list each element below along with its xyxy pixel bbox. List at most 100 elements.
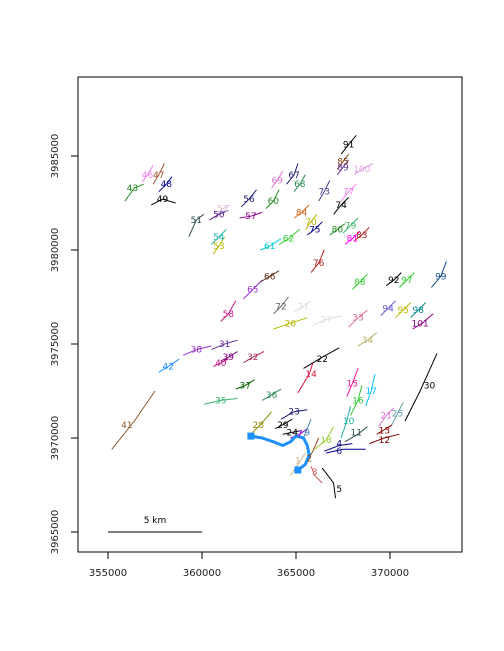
segment-label-79: 79 — [345, 222, 357, 232]
segment-label-32: 32 — [247, 353, 258, 363]
segment-label-73: 73 — [318, 188, 329, 198]
stream-segment-28 — [250, 411, 272, 435]
segment-label-18: 18 — [320, 436, 332, 446]
stream-segment-66 — [260, 270, 280, 283]
segment-label-74: 74 — [335, 201, 347, 211]
route-end-marker — [294, 466, 302, 474]
segment-label-61: 61 — [264, 242, 275, 252]
stream-segment-94 — [380, 300, 396, 317]
stream-segment-33 — [348, 309, 368, 328]
stream-segment-54 — [211, 228, 227, 245]
x-tick-label: 360000 — [183, 568, 221, 579]
segment-label-71: 71 — [298, 302, 309, 312]
segment-label-24: 24 — [286, 428, 298, 438]
segment-label-13: 13 — [379, 427, 390, 437]
stream-segment-9 — [303, 419, 312, 439]
stream-segment-18 — [314, 426, 335, 450]
segment-label-62: 62 — [283, 235, 294, 245]
x-axis: 355000 360000 365000 370000 — [89, 551, 409, 579]
segment-label-12: 12 — [379, 436, 390, 446]
segment-label-101: 101 — [412, 319, 429, 329]
stream-segment-57 — [239, 211, 263, 219]
stream-segment-79 — [342, 217, 359, 234]
stream-segment-75 — [306, 221, 323, 236]
segment-label-29: 29 — [277, 421, 289, 431]
stream-segment-29 — [275, 418, 293, 430]
segment-label-30: 30 — [424, 381, 436, 391]
segment-label-89: 89 — [337, 163, 349, 173]
segment-label-27: 27 — [320, 316, 331, 326]
stream-segment-92 — [385, 272, 402, 287]
segment-label-49: 49 — [157, 195, 169, 205]
y-tick-label: 3985000 — [50, 134, 61, 179]
segment-label-16: 16 — [352, 396, 364, 406]
stream-segment-49 — [150, 198, 176, 206]
segment-label-2: 2 — [306, 455, 312, 465]
stream-segment-35 — [203, 398, 238, 405]
y-tick-label: 3975000 — [50, 322, 61, 367]
segment-label-48: 48 — [161, 180, 173, 190]
stream-segment-62 — [278, 228, 301, 245]
stream-segment-76 — [310, 249, 325, 273]
segment-label-14: 14 — [305, 370, 317, 380]
stream-segment-32 — [243, 351, 265, 364]
stream-segment-26 — [273, 317, 308, 330]
stream-segment-39 — [220, 351, 238, 362]
segment-label-47: 47 — [153, 171, 164, 181]
stream-segment-72 — [273, 296, 289, 315]
segment-label-46: 46 — [142, 171, 154, 181]
stream-segment-97 — [399, 272, 415, 288]
x-tick-label: 370000 — [371, 568, 409, 579]
segment-label-57: 57 — [245, 212, 256, 222]
stream-segment-34 — [357, 332, 378, 347]
segment-label-98: 98 — [412, 306, 424, 316]
segment-label-3: 3 — [312, 468, 318, 478]
stream-segment-53 — [212, 236, 226, 255]
stream-segment-65 — [243, 279, 263, 300]
x-tick-label: 355000 — [89, 568, 127, 579]
segment-label-70: 70 — [305, 218, 317, 228]
stream-segment-73 — [318, 180, 331, 202]
stream-segment-84 — [293, 204, 310, 219]
stream-segment-77 — [340, 183, 357, 202]
stream-segment-41 — [111, 390, 156, 450]
segment-label-84: 84 — [296, 208, 308, 218]
stream-segment-56 — [241, 189, 257, 208]
stream-segment-100 — [354, 163, 374, 176]
segment-label-1: 1 — [295, 457, 301, 467]
segment-label-51: 51 — [191, 216, 202, 226]
stream-segment-70 — [304, 213, 318, 230]
segment-label-52: 52 — [217, 205, 228, 215]
segment-label-39: 39 — [223, 353, 235, 363]
y-tick-label: 3970000 — [50, 416, 61, 461]
stream-segment-80 — [329, 223, 346, 236]
stream-segment-11 — [344, 426, 368, 443]
segment-label-41: 41 — [121, 421, 132, 431]
highlighted-route — [247, 432, 311, 474]
stream-segment-15 — [346, 368, 359, 397]
y-tick-label: 3980000 — [50, 228, 61, 273]
stream-segment-81 — [344, 230, 361, 245]
stream-segment-42 — [158, 358, 180, 373]
segment-label-28: 28 — [253, 421, 265, 431]
stream-segment-58 — [220, 300, 237, 322]
stream-segment-101 — [412, 313, 434, 330]
stream-segment-67 — [286, 163, 299, 185]
segment-label-35: 35 — [215, 396, 226, 406]
stream-segment-50 — [209, 210, 229, 221]
stream-segment-85 — [336, 153, 350, 170]
y-axis: 3965000 3970000 3975000 3980000 3985000 — [50, 134, 79, 554]
segment-label-26: 26 — [285, 319, 297, 329]
stream-segment-38 — [183, 345, 212, 356]
stream-segment-14 — [297, 362, 314, 394]
stream-segment-83 — [354, 227, 370, 242]
stream-segment-69 — [271, 170, 284, 189]
segment-label-95: 95 — [397, 306, 408, 316]
stream-segment-51 — [188, 213, 205, 238]
segment-label-100: 100 — [353, 165, 370, 175]
segment-label-83: 83 — [356, 231, 367, 241]
segment-label-23: 23 — [288, 408, 299, 418]
stream-segment-68 — [293, 174, 306, 193]
segment-label-65: 65 — [247, 286, 258, 296]
